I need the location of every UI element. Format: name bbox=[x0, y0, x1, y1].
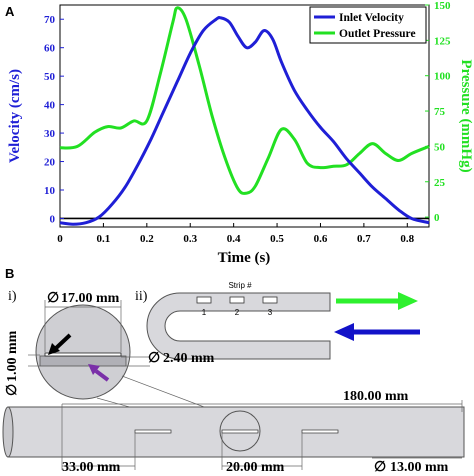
dim-13-symbol: ∅ bbox=[374, 460, 386, 475]
right-y-axis-label: Pressure (mmHg) bbox=[458, 59, 474, 172]
x-tick-label: 0.5 bbox=[270, 233, 284, 245]
right-y-tick-label: 50 bbox=[434, 141, 446, 153]
velocity-pressure-chart: 0 0.1 0.2 0.3 0.4 0.5 0.6 0.7 0.8 0 10 20 30 40 50 60 7… bbox=[7, 0, 474, 266]
right-y-tick-label: 125 bbox=[434, 35, 451, 47]
left-y-tick-label: 40 bbox=[44, 100, 56, 112]
dim-100-label: 1.00 mm bbox=[5, 330, 20, 382]
legend-velocity-label: Inlet Velocity bbox=[339, 12, 404, 24]
x-tick-label: 0.6 bbox=[314, 233, 328, 245]
u-tube bbox=[146, 292, 331, 360]
right-y-tick-label: 25 bbox=[434, 177, 446, 189]
dim-240-symbol: ∅ bbox=[148, 351, 160, 366]
u-tube-schematic: Strip # 1 2 3 bbox=[146, 281, 420, 360]
strip-3 bbox=[262, 296, 278, 304]
black-pointer-shaft bbox=[52, 333, 72, 352]
outflow-arrow-head bbox=[334, 323, 354, 341]
dim-17-symbol: ∅ bbox=[47, 291, 59, 306]
panel-b-label: B bbox=[5, 266, 14, 281]
left-y-tick-label: 20 bbox=[44, 157, 56, 169]
x-tick-label: 0.3 bbox=[183, 233, 197, 245]
legend: Inlet Velocity Outlet Pressure bbox=[309, 6, 427, 44]
detail-highlight-circle bbox=[219, 410, 261, 452]
inflow-arrow-head bbox=[398, 292, 418, 310]
tube-strip-1 bbox=[134, 429, 172, 434]
x-tick-label: 0.8 bbox=[400, 233, 414, 245]
right-y-tick-label: 0 bbox=[434, 212, 440, 224]
x-tick-label: 0 bbox=[57, 233, 63, 245]
subpanel-ii-label: ii) bbox=[135, 289, 148, 304]
strip-1-number: 1 bbox=[202, 308, 207, 317]
tube-strip-2 bbox=[221, 429, 259, 434]
outlet-pressure-series bbox=[59, 6, 430, 195]
strip-1 bbox=[196, 296, 212, 304]
dim-240-label: 2.40 mm bbox=[163, 351, 215, 366]
straight-tube-schematic: 180.00 mm 33.00 mm 20.00 mm ∅ 13.00 mm bbox=[2, 389, 465, 475]
left-y-tick-label: 70 bbox=[44, 14, 56, 26]
dim-100-symbol: ∅ bbox=[5, 384, 20, 396]
tube-strip-3 bbox=[301, 429, 339, 434]
x-tick-label: 0.7 bbox=[357, 233, 371, 245]
legend-box bbox=[309, 6, 427, 44]
strip-2 bbox=[229, 296, 245, 304]
black-pointer-head bbox=[48, 343, 60, 355]
panel-a-label: A bbox=[5, 4, 15, 19]
x-tick-label: 0.1 bbox=[97, 233, 111, 245]
right-y-tick-label: 100 bbox=[434, 71, 451, 83]
strip-2-number: 2 bbox=[235, 308, 240, 317]
left-y-tick-label: 50 bbox=[44, 71, 56, 83]
left-y-tick-label: 30 bbox=[44, 128, 56, 140]
plot-frame bbox=[59, 4, 430, 228]
x-ticks: 0 0.1 0.2 0.3 0.4 0.5 0.6 0.7 0.8 bbox=[57, 223, 415, 245]
purple-pointer-head bbox=[88, 364, 100, 375]
dim-17-label: 17.00 mm bbox=[61, 291, 120, 306]
purple-pointer-shaft bbox=[94, 369, 110, 382]
subpanel-i-label: i) bbox=[8, 289, 17, 304]
magnifier-circle bbox=[35, 304, 131, 400]
legend-pressure-label: Outlet Pressure bbox=[339, 28, 416, 40]
strip-number-title: Strip # bbox=[228, 281, 252, 290]
dim-180-label: 180.00 mm bbox=[343, 389, 409, 404]
dim-20-label: 20.00 mm bbox=[226, 460, 285, 475]
strip-3-number: 3 bbox=[268, 308, 273, 317]
right-y-tick-label: 75 bbox=[434, 106, 446, 118]
x-tick-label: 0.4 bbox=[227, 233, 241, 245]
left-y-tick-label: 0 bbox=[50, 213, 56, 225]
straight-tube-inlet-face bbox=[2, 406, 14, 458]
left-y-ticks: 0 10 20 30 40 50 60 70 bbox=[44, 14, 64, 225]
x-axis-label: Time (s) bbox=[218, 250, 271, 266]
magnified-tube-wall bbox=[39, 355, 127, 367]
left-y-tick-label: 10 bbox=[44, 185, 56, 197]
x-tick-label: 0.2 bbox=[140, 233, 154, 245]
left-y-tick-label: 60 bbox=[44, 43, 56, 55]
left-y-axis-label: Velocity (cm/s) bbox=[7, 69, 23, 163]
dim-33-label: 33.00 mm bbox=[62, 460, 121, 475]
right-y-tick-label: 150 bbox=[434, 0, 451, 12]
dim-13-label: 13.00 mm bbox=[390, 460, 449, 475]
inlet-velocity-series bbox=[59, 15, 430, 226]
magnified-strip bbox=[44, 352, 122, 357]
